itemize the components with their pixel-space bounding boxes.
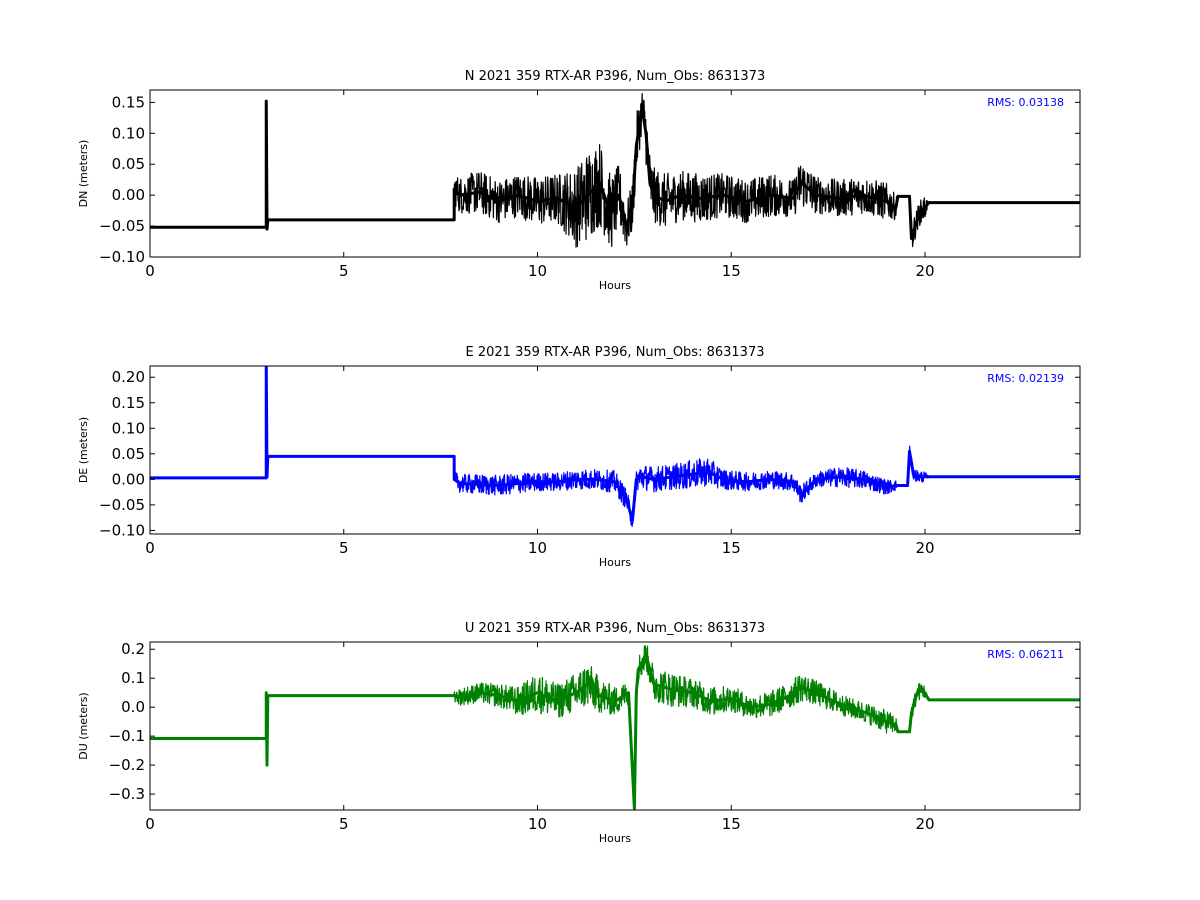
e-panel: E 2021 359 RTX-AR P396, Num_Obs: 8631373… xyxy=(77,345,1081,569)
u-axes-frame xyxy=(149,641,1081,811)
e-rms-annotation: RMS: 0.02139 xyxy=(987,372,1064,385)
u-x-tick-label: 15 xyxy=(722,815,741,833)
n-y-tick-label: −0.05 xyxy=(99,217,145,235)
n-y-tick-label: 0.00 xyxy=(112,186,145,204)
u-y-axis-label: DU (meters) xyxy=(77,692,90,759)
n-series-noise xyxy=(150,92,1080,248)
e-y-tick-label: 0.00 xyxy=(112,470,145,488)
u-x-tick-label: 20 xyxy=(915,815,934,833)
n-x-tick-label: 5 xyxy=(339,262,349,280)
n-y-tick-label: −0.10 xyxy=(99,248,145,266)
n-x-tick-label: 0 xyxy=(145,262,155,280)
n-x-tick-label: 15 xyxy=(722,262,741,280)
u-chart-title: U 2021 359 RTX-AR P396, Num_Obs: 8631373 xyxy=(465,621,765,636)
n-y-tick-label: 0.05 xyxy=(112,155,145,173)
e-y-tick-label: 0.15 xyxy=(112,394,145,412)
n-panel: N 2021 359 RTX-AR P396, Num_Obs: 8631373… xyxy=(77,69,1081,292)
n-y-tick-label: 0.10 xyxy=(112,124,145,142)
e-x-tick-label: 5 xyxy=(339,539,349,557)
e-x-tick-label: 20 xyxy=(915,539,934,557)
e-x-tick-label: 15 xyxy=(722,539,741,557)
n-x-axis-label: Hours xyxy=(599,279,631,292)
e-y-tick-label: −0.10 xyxy=(99,521,145,539)
u-x-tick-label: 5 xyxy=(339,815,349,833)
u-y-tick-label: −0.3 xyxy=(109,785,145,803)
e-y-tick-label: −0.05 xyxy=(99,496,145,514)
u-x-tick-label: 0 xyxy=(145,815,155,833)
e-series-noise xyxy=(150,416,1080,527)
u-x-tick-label: 10 xyxy=(528,815,547,833)
u-y-tick-label: 0.2 xyxy=(121,640,145,658)
n-y-axis-label: DN (meters) xyxy=(77,140,90,208)
u-y-tick-label: 0.1 xyxy=(121,669,145,687)
n-axes-frame xyxy=(149,89,1081,258)
e-y-axis-label: DE (meters) xyxy=(77,417,90,483)
n-y-tick-label: 0.15 xyxy=(112,93,145,111)
u-series-noise xyxy=(150,645,1080,809)
n-rms-annotation: RMS: 0.03138 xyxy=(987,96,1064,109)
e-x-axis-label: Hours xyxy=(599,556,631,569)
u-rms-annotation: RMS: 0.06211 xyxy=(987,648,1064,661)
n-x-tick-label: 20 xyxy=(915,262,934,280)
u-y-tick-label: −0.2 xyxy=(109,756,145,774)
e-y-tick-label: 0.20 xyxy=(112,368,145,386)
u-panel: U 2021 359 RTX-AR P396, Num_Obs: 8631373… xyxy=(77,621,1081,845)
n-series-line xyxy=(150,99,1080,240)
e-axes-frame xyxy=(149,365,1081,535)
e-x-tick-label: 0 xyxy=(145,539,155,557)
u-series-line xyxy=(150,653,1080,810)
e-chart-title: E 2021 359 RTX-AR P396, Num_Obs: 8631373 xyxy=(466,345,765,360)
n-chart-title: N 2021 359 RTX-AR P396, Num_Obs: 8631373 xyxy=(465,69,765,84)
e-y-tick-label: 0.10 xyxy=(112,419,145,437)
e-y-tick-label: 0.05 xyxy=(112,445,145,463)
u-x-axis-label: Hours xyxy=(599,832,631,845)
e-series-line xyxy=(150,366,1080,522)
u-y-tick-label: 0.0 xyxy=(121,698,145,716)
u-y-tick-label: −0.1 xyxy=(109,727,145,745)
n-x-tick-label: 10 xyxy=(528,262,547,280)
e-x-tick-label: 10 xyxy=(528,539,547,557)
